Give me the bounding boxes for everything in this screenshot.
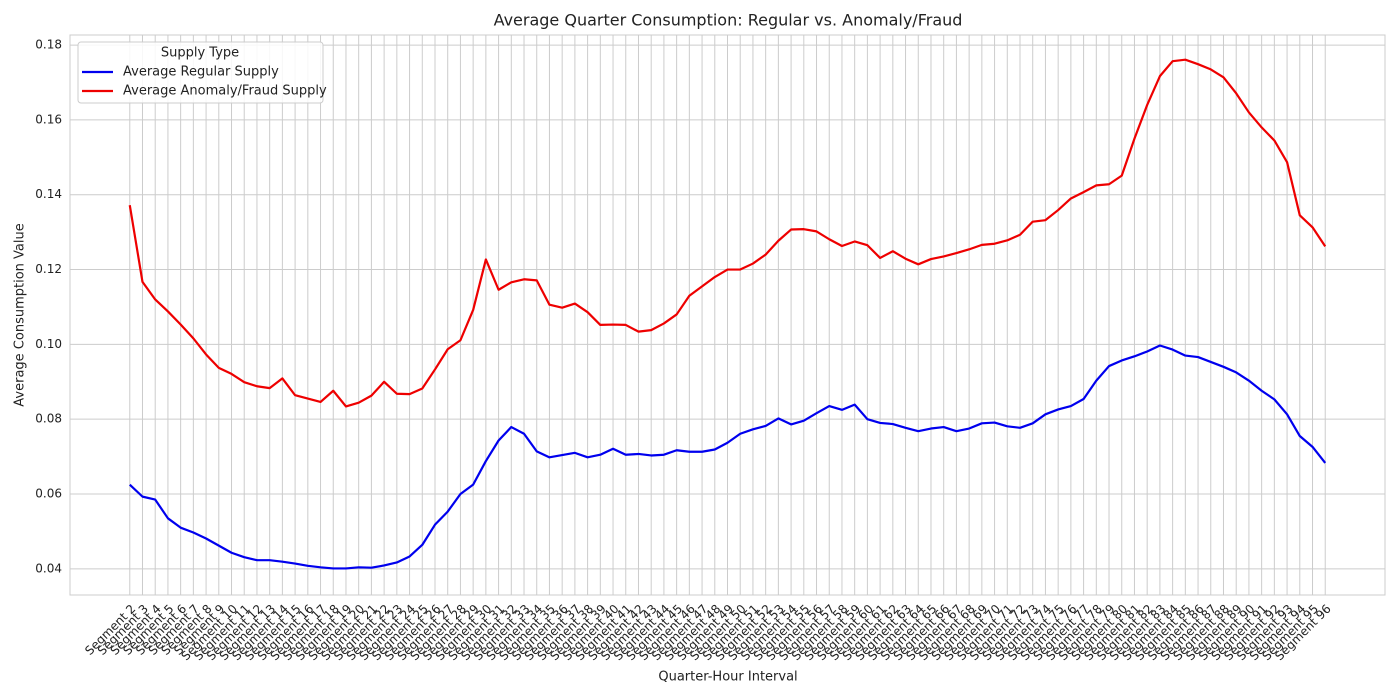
legend-title: Supply Type [161,46,239,61]
y-tick-label: 0.10 [35,337,62,351]
legend-label: Average Regular Supply [123,65,279,80]
y-tick-label: 0.14 [35,187,62,201]
legend-box [77,41,324,104]
y-tick-label: 0.04 [35,561,62,575]
y-tick-label: 0.06 [35,486,62,500]
y-tick-label: 0.12 [35,262,62,276]
legend-label: Average Anomaly/Fraud Supply [123,84,327,99]
y-tick-label: 0.18 [35,38,62,52]
x-axis-label: Quarter-Hour Interval [658,670,797,685]
y-axis-label: Average Consumption Value [13,223,28,406]
plot-border [69,34,1386,596]
legend: Supply Type Average Regular Supply Average… [77,41,327,104]
y-tick-label: 0.16 [35,112,62,126]
series-line [129,344,1327,570]
y-tick-label: 0.08 [35,412,62,426]
chart-title: Average Quarter Consumption: Regular vs.… [494,11,963,30]
series-line [128,58,1327,408]
